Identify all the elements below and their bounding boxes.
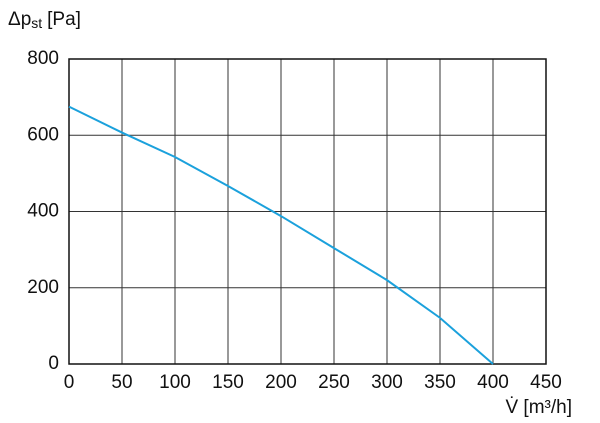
x-tick-label: 100 [159, 372, 191, 393]
y-label-main: Δp [8, 9, 31, 30]
x-axis-label: V̇ [m³/h] [505, 397, 572, 418]
y-tick-label: 800 [27, 48, 59, 69]
y-tick-label: 0 [48, 353, 59, 374]
y-axis-label: Δpst [Pa] [8, 9, 81, 31]
x-tick-label: 400 [477, 372, 509, 393]
x-tick-label: 50 [111, 372, 132, 393]
x-tick-label: 450 [530, 372, 562, 393]
y-label-sub: st [31, 15, 42, 31]
plot-frame [68, 58, 547, 365]
x-tick-label: 200 [265, 372, 297, 393]
y-tick-label: 400 [27, 201, 59, 222]
x-tick-label: 0 [64, 372, 75, 393]
curve [68, 105, 494, 365]
y-tick-label: 600 [27, 124, 59, 145]
x-tick-label: 150 [212, 372, 244, 393]
y-tick-label: 200 [27, 277, 59, 298]
x-tick-label: 350 [424, 372, 456, 393]
x-tick-label: 250 [318, 372, 350, 393]
y-label-unit: [Pa] [47, 9, 81, 30]
x-tick-label: 300 [371, 372, 403, 393]
